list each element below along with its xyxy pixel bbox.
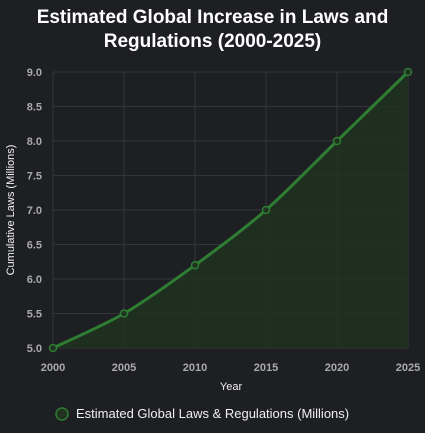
x-axis-ticks: 2000 2005 2010 2015 2020 2025 <box>41 362 420 374</box>
x-tick-label-1: 2005 <box>112 362 136 374</box>
data-point-2010[interactable] <box>190 260 200 270</box>
x-tick-label-2: 2010 <box>183 362 207 374</box>
y-tick-label-7: 8.5 <box>27 102 42 114</box>
y-tick-label-6: 8.0 <box>27 136 42 148</box>
data-points <box>48 67 413 353</box>
chart-title-line-2: Regulations (2000-2025) <box>104 31 322 52</box>
legend-label: Estimated Global Laws & Regulations (Mil… <box>76 406 349 421</box>
x-tick-label-0: 2000 <box>41 362 65 374</box>
y-axis-ticks: 5.0 5.5 6.0 6.5 7.0 7.5 8.0 8.5 9.0 <box>27 67 42 355</box>
chart-title-line-1: Estimated Global Increase in Laws and <box>37 7 389 28</box>
area-fill-layer <box>53 72 408 348</box>
y-tick-label-1: 5.5 <box>27 309 42 321</box>
y-tick-label-3: 6.5 <box>27 240 42 252</box>
y-tick-label-8: 9.0 <box>27 67 42 79</box>
x-tick-label-3: 2015 <box>254 362 278 374</box>
data-point-2015[interactable] <box>261 205 271 215</box>
data-point-2025[interactable] <box>403 67 413 77</box>
y-tick-label-4: 7.0 <box>27 205 42 217</box>
legend-swatch <box>55 407 69 421</box>
x-tick-label-4: 2020 <box>325 362 349 374</box>
y-tick-label-5: 7.5 <box>27 171 42 183</box>
x-tick-label-5: 2025 <box>396 362 420 374</box>
y-tick-label-0: 5.0 <box>27 343 42 355</box>
legend[interactable]: Estimated Global Laws & Regulations (Mil… <box>55 406 349 421</box>
y-tick-label-2: 6.0 <box>27 274 42 286</box>
x-axis-label: Year <box>220 381 243 393</box>
data-point-2005[interactable] <box>119 309 129 318</box>
data-point-2000[interactable] <box>48 343 58 353</box>
y-axis-label: Cumulative Laws (Millions) <box>5 145 17 276</box>
data-point-2020[interactable] <box>332 136 342 146</box>
series-area-fill <box>53 72 408 348</box>
